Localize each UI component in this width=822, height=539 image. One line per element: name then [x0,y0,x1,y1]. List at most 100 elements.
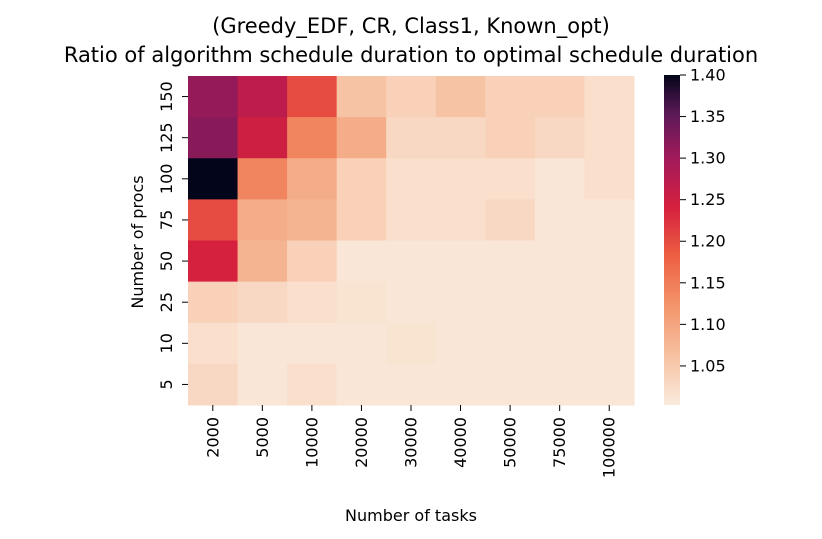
heatmap-cell [336,240,387,283]
heatmap-cell [435,322,486,365]
heatmap-cell [237,117,288,159]
heatmap-cell [237,240,288,283]
heatmap-cell [336,76,387,118]
chart-subtitle: Ratio of algorithm schedule duration to … [64,43,758,67]
heatmap-cell [534,199,585,241]
heatmap-cell [188,76,239,118]
x-tick-label: 75000 [550,417,569,468]
heatmap-cell [584,322,635,365]
colorbar-tick-label: 1.05 [690,356,726,375]
colorbar [664,75,680,405]
heatmap-cell [534,281,585,324]
heatmap-cell [386,363,437,406]
colorbar-tick-label: 1.15 [690,273,726,292]
heatmap-cell [287,158,338,200]
heatmap-cell [336,158,387,200]
heatmap-cell [534,240,585,283]
y-tick-label: 100 [157,164,176,195]
heatmap-cell [386,281,437,324]
heatmap-cell [386,199,437,241]
colorbar-tick-label: 1.25 [690,190,726,209]
heatmap-cell [435,199,486,241]
y-tick-label: 10 [157,333,176,353]
heatmap-cell [584,281,635,324]
heatmap-cell [237,322,288,365]
heatmap-cell [287,281,338,324]
heatmap-cell [584,76,635,118]
y-tick-label: 25 [157,292,176,312]
colorbar-ticks: 1.05 1.10 1.15 1.20 1.25 1.30 1.35 1.40 [680,66,726,375]
heatmap-cell [287,363,338,406]
heatmap-cell [336,322,387,365]
heatmap-cell [188,363,239,406]
heatmap-cell [584,363,635,406]
heatmap-cell [534,158,585,200]
heatmap-cell [237,281,288,324]
x-tick-label: 30000 [402,417,421,468]
heatmap-cell [485,363,536,406]
heatmap-cell [287,76,338,118]
heatmap-cell [584,117,635,159]
heatmap-cell [386,240,437,283]
heatmap-cell [237,76,288,118]
x-tick-label: 10000 [302,417,321,468]
heatmap-cell [188,281,239,324]
colorbar-tick-label: 1.20 [690,232,726,251]
heatmap-cell [188,322,239,365]
heatmap-cell [287,199,338,241]
heatmap-cell [188,240,239,283]
heatmap-cell [485,281,536,324]
heatmap-cell [584,158,635,200]
x-axis-label: Number of tasks [345,506,477,525]
heatmap-cell [336,363,387,406]
y-axis-label: Number of procs [128,175,147,308]
y-tick-label: 150 [157,81,176,112]
heatmap-cell [534,363,585,406]
heatmap-cell [237,158,288,200]
heatmap-cell [336,281,387,324]
y-tick-label: 125 [157,122,176,153]
heatmap-cells [188,76,635,406]
y-tick-label: 5 [157,379,176,389]
x-tick-label: 50000 [501,417,520,468]
heatmap-cell [287,117,338,159]
heatmap-cell [534,117,585,159]
heatmap-cell [485,117,536,159]
y-axis-ticks: 150 125 100 75 50 25 10 5 [157,81,188,390]
x-tick-label: 2000 [203,417,222,458]
heatmap-cell [435,76,486,118]
heatmap-cell [485,76,536,118]
x-tick-label: 40000 [451,417,470,468]
heatmap-cell [237,363,288,406]
heatmap-cell [188,199,239,241]
heatmap-cell [435,158,486,200]
colorbar-tick-label: 1.40 [690,66,726,85]
heatmap-cell [287,240,338,283]
heatmap-cell [534,76,585,118]
heatmap-cell [485,322,536,365]
heatmap-cell [386,322,437,365]
heatmap-cell [336,199,387,241]
heatmap-cell [584,199,635,241]
heatmap-cell [485,158,536,200]
heatmap-cell [287,322,338,365]
colorbar-tick-label: 1.35 [690,107,726,126]
heatmap-cell [386,158,437,200]
x-tick-label: 5000 [253,417,272,458]
x-tick-label: 20000 [352,417,371,468]
heatmap-cell [435,240,486,283]
chart-title: (Greedy_EDF, CR, Class1, Known_opt) [212,14,610,39]
heatmap-cell [188,117,239,159]
y-tick-label: 50 [157,251,176,271]
x-axis-ticks: 2000 5000 10000 20000 30000 40000 50000 75000 10… [203,405,619,478]
x-tick-label: 100000 [600,417,619,478]
heatmap-cell [435,281,486,324]
heatmap-cell [336,117,387,159]
heatmap-cell [386,117,437,159]
y-tick-label: 75 [157,210,176,230]
heatmap-cell [534,322,585,365]
heatmap-cell [237,199,288,241]
heatmap-cell [485,240,536,283]
heatmap-cell [188,158,239,200]
